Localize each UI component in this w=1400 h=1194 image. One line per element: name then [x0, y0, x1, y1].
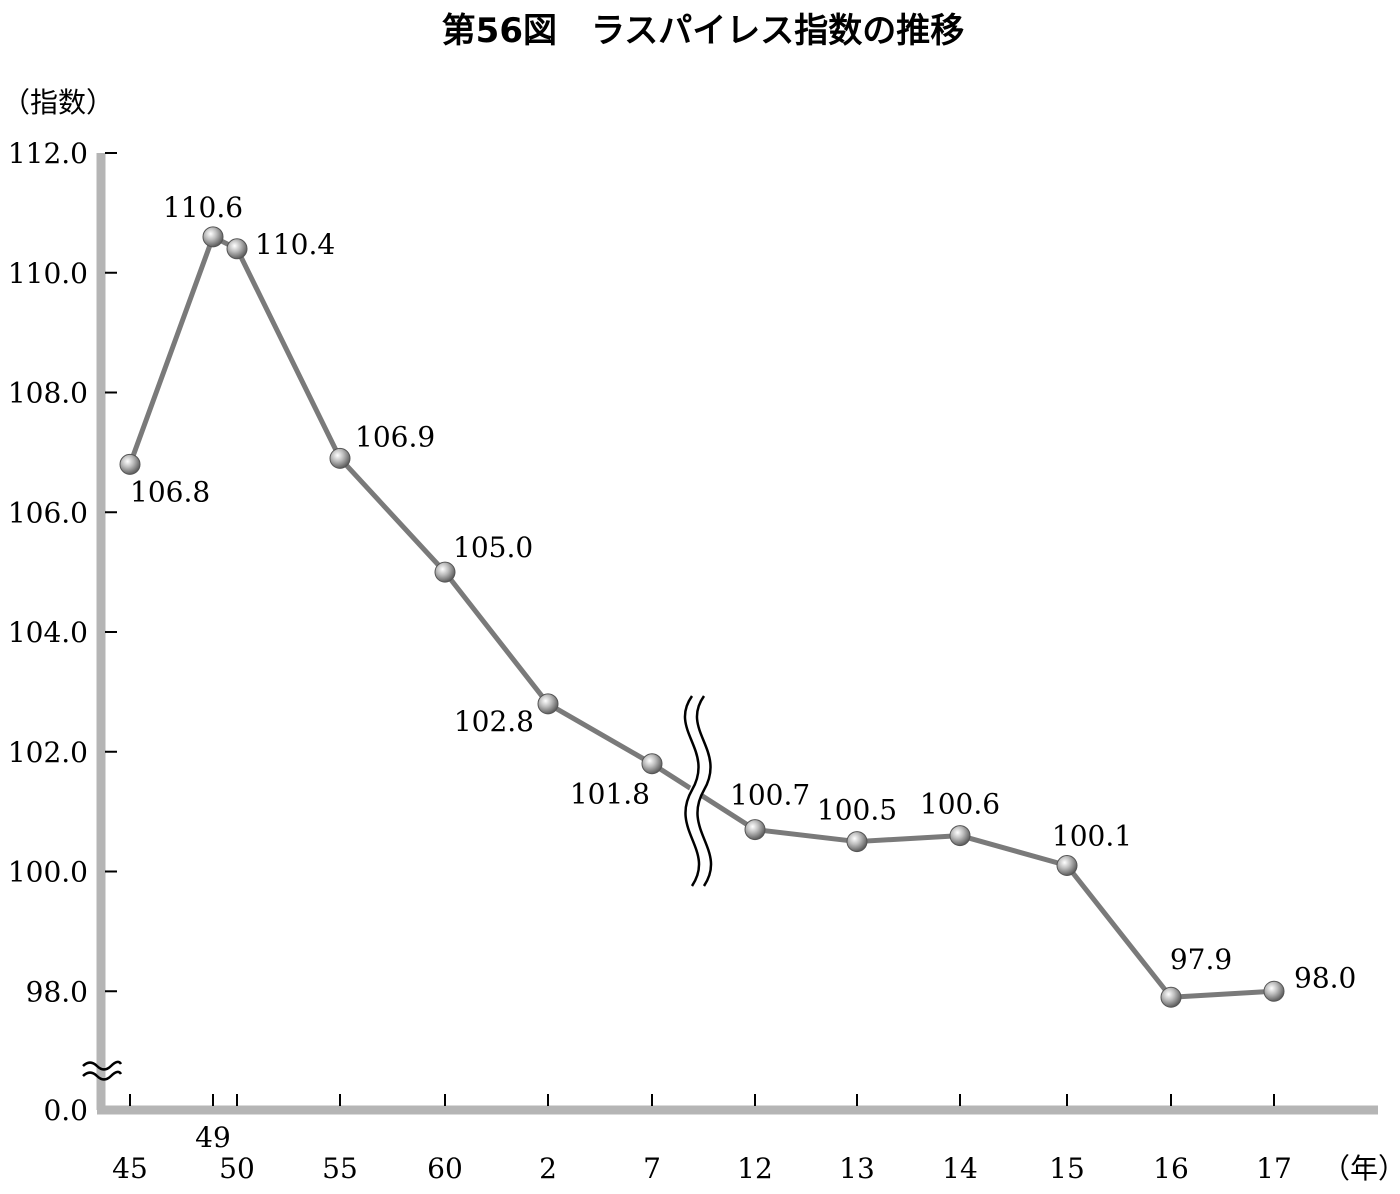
data-label: 101.8: [570, 778, 650, 811]
data-point: [1056, 855, 1078, 877]
x-tick-label: 13: [839, 1152, 875, 1185]
data-points: [119, 226, 1285, 1008]
data-label: 97.9: [1170, 943, 1232, 976]
data-point: [1263, 980, 1285, 1002]
data-point: [226, 238, 248, 260]
data-point: [434, 561, 456, 583]
x-tick-label: 55: [322, 1152, 358, 1185]
x-tick-label: 15: [1049, 1152, 1085, 1185]
y-tick-label: 102.0: [8, 736, 88, 769]
x-tick-label: 14: [942, 1152, 978, 1185]
data-label: 100.7: [730, 779, 810, 812]
data-point: [1160, 986, 1182, 1008]
x-axis-label: （年）: [1322, 1152, 1400, 1185]
x-tick-label: 12: [737, 1152, 773, 1185]
data-label: 98.0: [1294, 961, 1356, 994]
data-label: 100.5: [817, 794, 897, 827]
y-tick-label: 0.0: [43, 1094, 88, 1127]
x-tick-label: 50: [219, 1152, 255, 1185]
data-point: [744, 819, 766, 841]
data-label: 106.9: [355, 420, 435, 453]
x-tick-label: 16: [1153, 1152, 1189, 1185]
data-label: 110.6: [163, 191, 243, 224]
y-tick-label: 110.0: [8, 257, 88, 290]
data-point: [846, 831, 868, 853]
x-break-mark: [695, 695, 713, 887]
x-tick-label: 17: [1256, 1152, 1292, 1185]
data-label: 110.4: [255, 228, 335, 261]
axes: [96, 153, 1378, 1115]
y-tick-label: 104.0: [8, 616, 88, 649]
y-tick-label: 106.0: [8, 496, 88, 529]
data-point: [202, 226, 224, 248]
chart-title: 第56図 ラスパイレス指数の推移: [442, 11, 965, 51]
x-tick-label: 60: [427, 1152, 463, 1185]
y-tick-label: 112.0: [8, 137, 88, 170]
data-label: 102.8: [454, 705, 534, 738]
y-axis-break-mark: [82, 1060, 123, 1071]
data-point: [641, 753, 663, 775]
data-point: [329, 447, 351, 469]
y-tick-label: 98.0: [26, 975, 88, 1008]
x-break-mark: [683, 695, 701, 887]
data-label: 100.6: [920, 788, 1000, 821]
data-label: 106.8: [130, 475, 210, 508]
axis-break-marks: [82, 691, 713, 1081]
x-tick-label: 45: [112, 1152, 148, 1185]
x-break-gap: [683, 691, 711, 890]
y-tick-label: 108.0: [8, 377, 88, 410]
data-label: 100.1: [1052, 820, 1132, 853]
data-point: [949, 825, 971, 847]
x-tick-label: 49: [195, 1121, 231, 1154]
y-tick-label: 100.0: [8, 856, 88, 889]
x-tick-label: 2: [539, 1152, 557, 1185]
y-axis-label: （指数）: [2, 86, 114, 119]
data-point: [119, 453, 141, 475]
data-label: 105.0: [453, 531, 533, 564]
y-axis-ticks: 98.0 100.0 102.0 104.0 106.0 108.0 110.0 112.0 0…: [8, 137, 117, 1127]
x-tick-label: 7: [643, 1152, 661, 1185]
data-point: [537, 693, 559, 715]
data-labels: 106.8 110.6 110.4 106.9 105.0 102.8 101.8 100.7…: [130, 191, 1356, 994]
y-axis-break-mark: [82, 1070, 123, 1081]
